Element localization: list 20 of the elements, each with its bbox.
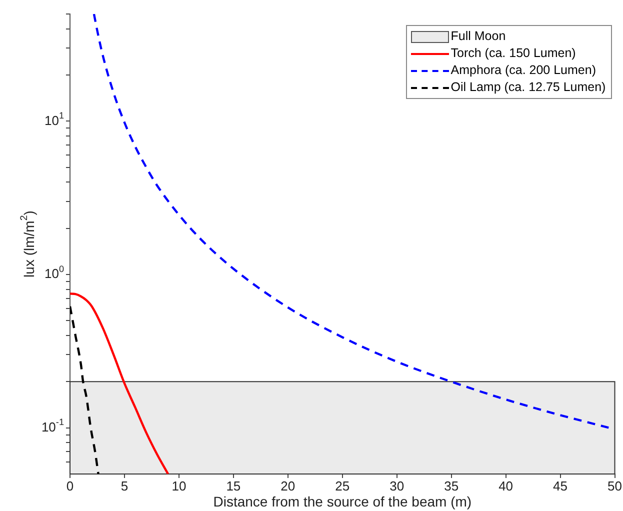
- legend-label: Oil Lamp (ca. 12.75 Lumen): [450, 79, 606, 96]
- x-tick-label: 30: [390, 478, 404, 494]
- line-series: [92, 14, 610, 429]
- legend-label: Full Moon: [450, 28, 506, 45]
- line-series: [70, 305, 100, 474]
- x-tick-label: 45: [553, 478, 568, 494]
- y-axis-title: lux (lm/m2): [19, 210, 37, 278]
- x-axis-title: Distance from the source of the beam (m): [213, 493, 472, 510]
- x-tick-label: 35: [444, 478, 459, 494]
- x-tick-label: 50: [608, 478, 622, 494]
- x-tick-label: 20: [280, 478, 296, 494]
- x-tick-label: 0: [66, 478, 74, 494]
- x-tick-label: 40: [498, 478, 514, 494]
- legend-label: Amphora (ca. 200 Lumen): [450, 62, 596, 79]
- x-tick-label: 15: [226, 478, 241, 494]
- line-series: [70, 292, 170, 474]
- legend-label: Torch (ca. 150 Lumen): [450, 45, 576, 62]
- x-tick-label: 10: [172, 478, 186, 494]
- x-tick-label: 25: [335, 478, 350, 494]
- x-tick-label: 5: [120, 478, 128, 494]
